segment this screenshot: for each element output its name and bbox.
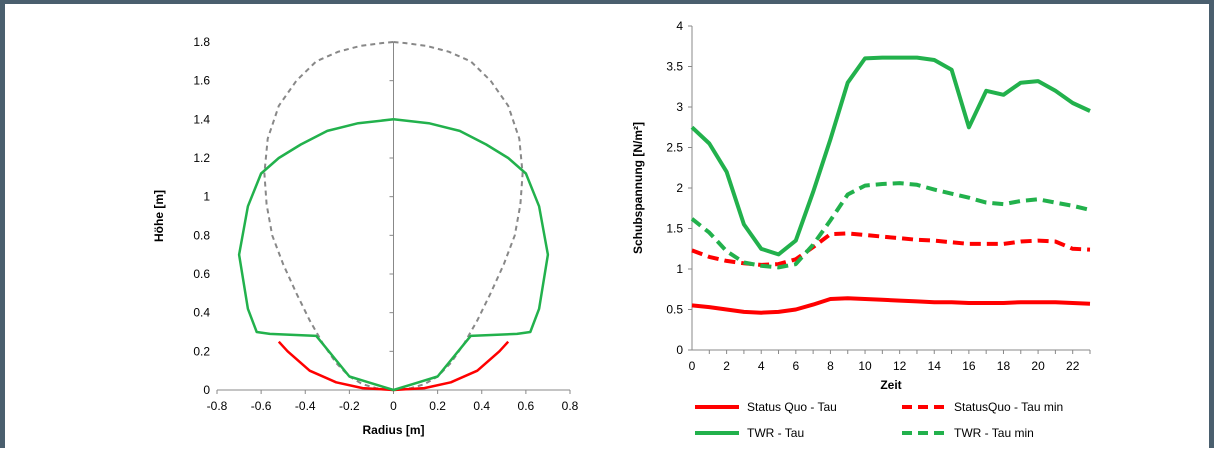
profile-chart-y-tick-label: 0.2 xyxy=(193,344,210,358)
profile-chart-y-tick-label: 0 xyxy=(203,383,210,397)
shear-stress-chart-y-axis-label: Schubspannung [N/m²] xyxy=(631,122,645,254)
profile-chart-x-tick-label: 0 xyxy=(390,399,397,413)
shear-stress-series-line-3 xyxy=(690,181,1091,270)
shear-stress-chart-y-tick-label: 0 xyxy=(676,343,683,357)
shear-stress-chart-x-tick-label: 8 xyxy=(827,359,834,373)
shear-stress-chart-y-tick-label: 0.5 xyxy=(666,303,683,317)
shear-stress-chart-y-tick-label: 4 xyxy=(676,19,683,33)
profile-chart-x-tick-label: -0.8 xyxy=(207,399,228,413)
shear-stress-chart-x-tick-label: 6 xyxy=(792,359,799,373)
shear-stress-chart-x-tick-label: 4 xyxy=(758,359,765,373)
shear-stress-chart-y-tick-label: 1.5 xyxy=(666,222,683,236)
shear-stress-chart-x-tick-label: 16 xyxy=(962,359,976,373)
shear-stress-chart-y-tick-label: 3.5 xyxy=(666,60,683,74)
shear-stress-chart-x-tick-label: 22 xyxy=(1066,359,1080,373)
profile-chart: -0.8 -0.6 -0.4 -0.2 0 0.2 0.4 0.6 0.8 0 0.2 0.4 0.6 0… xyxy=(152,35,579,437)
shear-stress-chart-y-tick-label: 2.5 xyxy=(666,141,683,155)
shear-stress-chart-y-tick-label: 3 xyxy=(676,100,683,114)
profile-chart-y-tick-label: 0.6 xyxy=(193,267,210,281)
shear-stress-chart-x-tick-label: 18 xyxy=(997,359,1011,373)
profile-chart-x-tick-label: -0.6 xyxy=(251,399,272,413)
profile-chart-x-tick-label: -0.2 xyxy=(339,399,360,413)
shear-stress-chart-x-tick-label: 0 xyxy=(689,359,696,373)
shear-stress-series-line-0 xyxy=(691,296,1091,315)
shear-stress-chart-x-tick-label: 10 xyxy=(858,359,872,373)
profile-chart-x-axis-label: Radius [m] xyxy=(362,423,424,437)
profile-chart-y-tick-label: 1.8 xyxy=(193,35,210,49)
profile-chart-y-tick-label: 0.8 xyxy=(193,228,210,242)
profile-series-line-2 xyxy=(237,118,550,392)
shear-stress-chart-x-tick-label: 20 xyxy=(1031,359,1045,373)
shear-stress-chart-ticks: 0 2 4 6 8 10 12 14 16 18 20 22 0 0.5 1 1.5 2 2.5 3 3.5 4 xyxy=(666,19,1079,373)
profile-chart-x-tick-label: 0.2 xyxy=(429,399,446,413)
legend-label-1: StatusQuo - Tau min xyxy=(954,400,1063,414)
profile-chart-y-tick-label: 1 xyxy=(203,190,210,204)
shear-stress-series-line-2 xyxy=(690,55,1091,257)
profile-chart-y-axis-label: Höhe [m] xyxy=(152,190,166,242)
profile-chart-x-tick-label: 0.6 xyxy=(518,399,535,413)
profile-chart-y-tick-label: 0.4 xyxy=(193,306,210,320)
profile-chart-y-tick-label: 1.4 xyxy=(193,112,210,126)
shear-stress-chart-y-tick-label: 1 xyxy=(676,262,683,276)
shear-stress-chart-x-tick-label: 14 xyxy=(928,359,942,373)
legend-label-2: TWR - Tau xyxy=(747,426,804,440)
profile-chart-y-tick-label: 1.6 xyxy=(193,74,210,88)
profile-chart-x-tick-label: 0.8 xyxy=(562,399,579,413)
profile-chart-x-tick-label: -0.4 xyxy=(295,399,316,413)
shear-stress-chart: 0 2 4 6 8 10 12 14 16 18 20 22 0 0.5 1 1.5 2 2.5 3 3.5 4 Zei… xyxy=(631,19,1091,440)
shear-stress-series-line-1 xyxy=(691,231,1091,267)
figure-canvas: -0.8 -0.6 -0.4 -0.2 0 0.2 0.4 0.6 0.8 0 0.2 0.4 0.6 0… xyxy=(152,19,1091,440)
shear-stress-chart-y-tick-label: 2 xyxy=(676,181,683,195)
legend-label-3: TWR - Tau min xyxy=(954,426,1034,440)
profile-chart-series xyxy=(237,41,550,392)
shear-stress-chart-x-tick-label: 12 xyxy=(893,359,907,373)
profile-chart-y-tick-label: 1.2 xyxy=(193,151,210,165)
shear-stress-chart-legend: Status Quo - Tau StatusQuo - Tau min TWR -… xyxy=(695,400,1063,440)
legend-label-0: Status Quo - Tau xyxy=(747,400,837,414)
shear-stress-chart-x-axis-label: Zeit xyxy=(880,378,901,392)
shear-stress-chart-x-tick-label: 2 xyxy=(723,359,730,373)
shear-stress-chart-axes xyxy=(688,25,1091,354)
shear-stress-chart-series xyxy=(690,55,1091,315)
profile-chart-x-tick-label: 0.4 xyxy=(473,399,490,413)
profile-chart-ticks: -0.8 -0.6 -0.4 -0.2 0 0.2 0.4 0.6 0.8 0 0.2 0.4 0.6 0… xyxy=(193,35,578,413)
